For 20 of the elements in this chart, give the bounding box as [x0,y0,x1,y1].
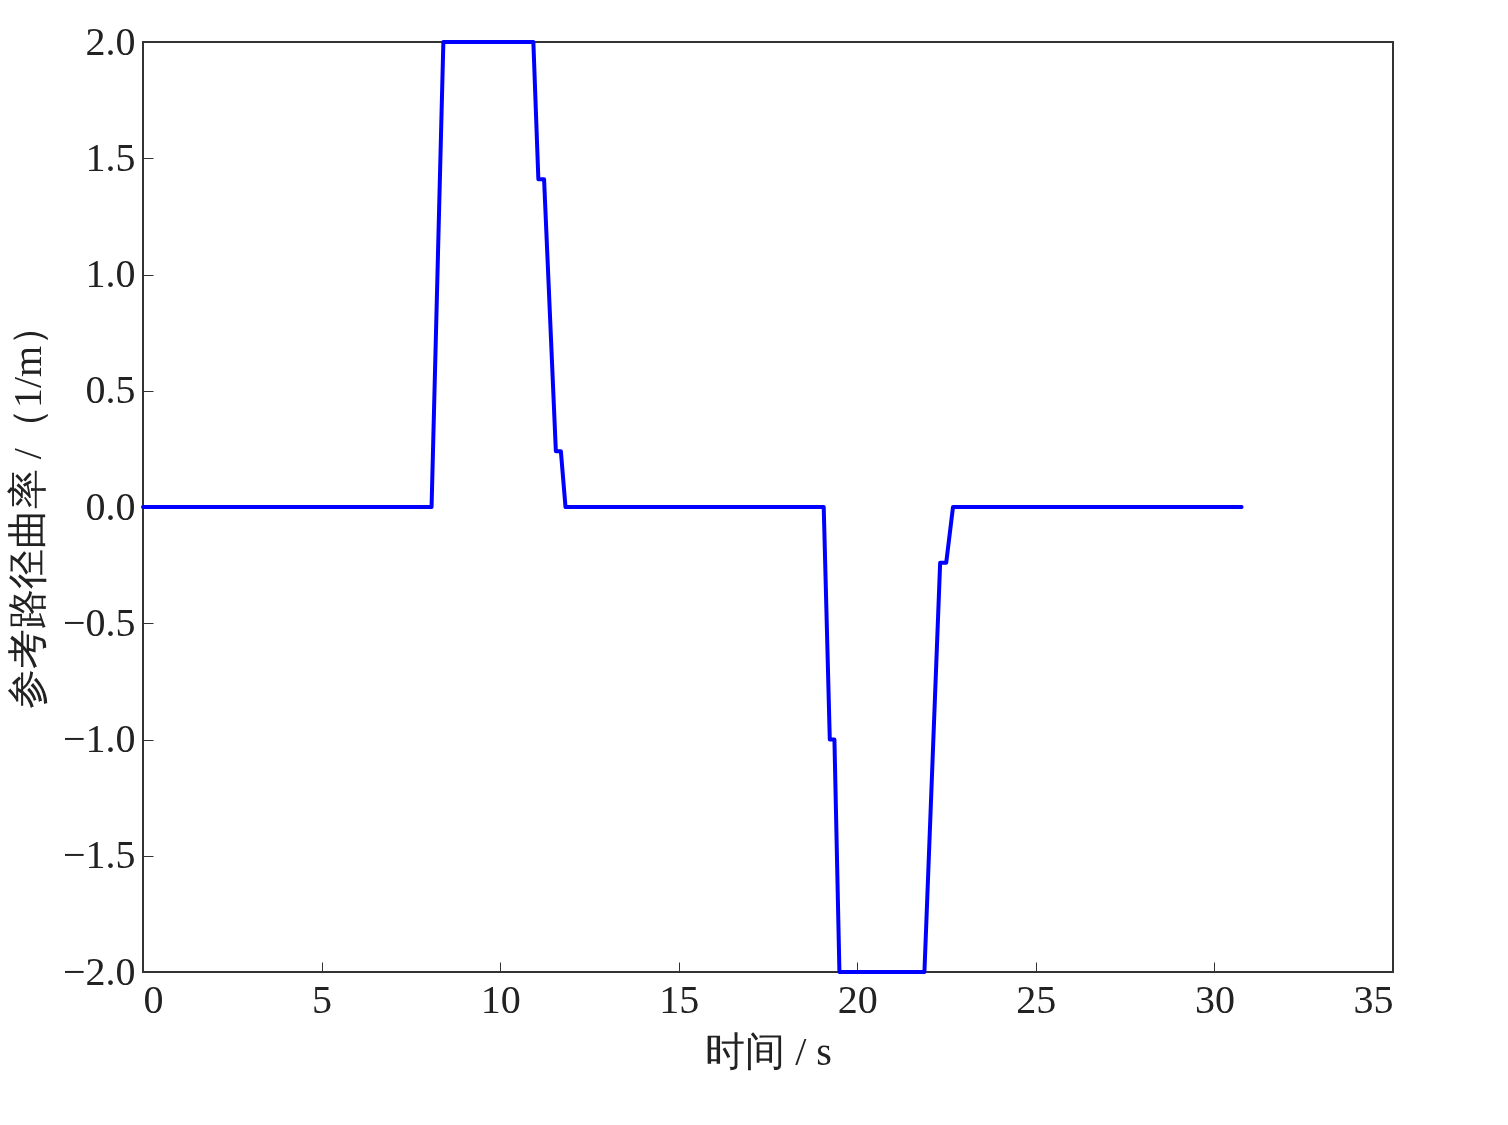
y-tick-label: −1.5 [62,832,136,878]
y-tick-label: 0.5 [85,367,136,413]
y-axis-title: 参考路径曲率 /（1/m） [4,305,50,710]
y-tick-label: −1.0 [62,716,136,761]
y-tick-label: −2.0 [62,948,136,994]
x-tick-label: 0 [143,976,164,1022]
x-tick-label: 10 [480,976,521,1022]
y-tick-label: 2.0 [85,18,136,64]
x-tick-label: 20 [837,976,878,1022]
x-tick-label: 30 [1194,976,1235,1022]
y-tick-label: 1.0 [85,251,136,296]
y-tick-label: 1.5 [85,134,136,180]
y-tick-label: 0.0 [85,483,136,529]
x-tick-label: 35 [1353,976,1394,1022]
y-tick-label: −0.5 [62,599,136,645]
x-axis-title: 时间 / s [705,1028,832,1074]
x-tick-label: 25 [1016,976,1057,1022]
x-tick-label: 5 [312,976,333,1022]
line-series [141,40,1244,974]
x-tick-label: 15 [659,976,700,1022]
